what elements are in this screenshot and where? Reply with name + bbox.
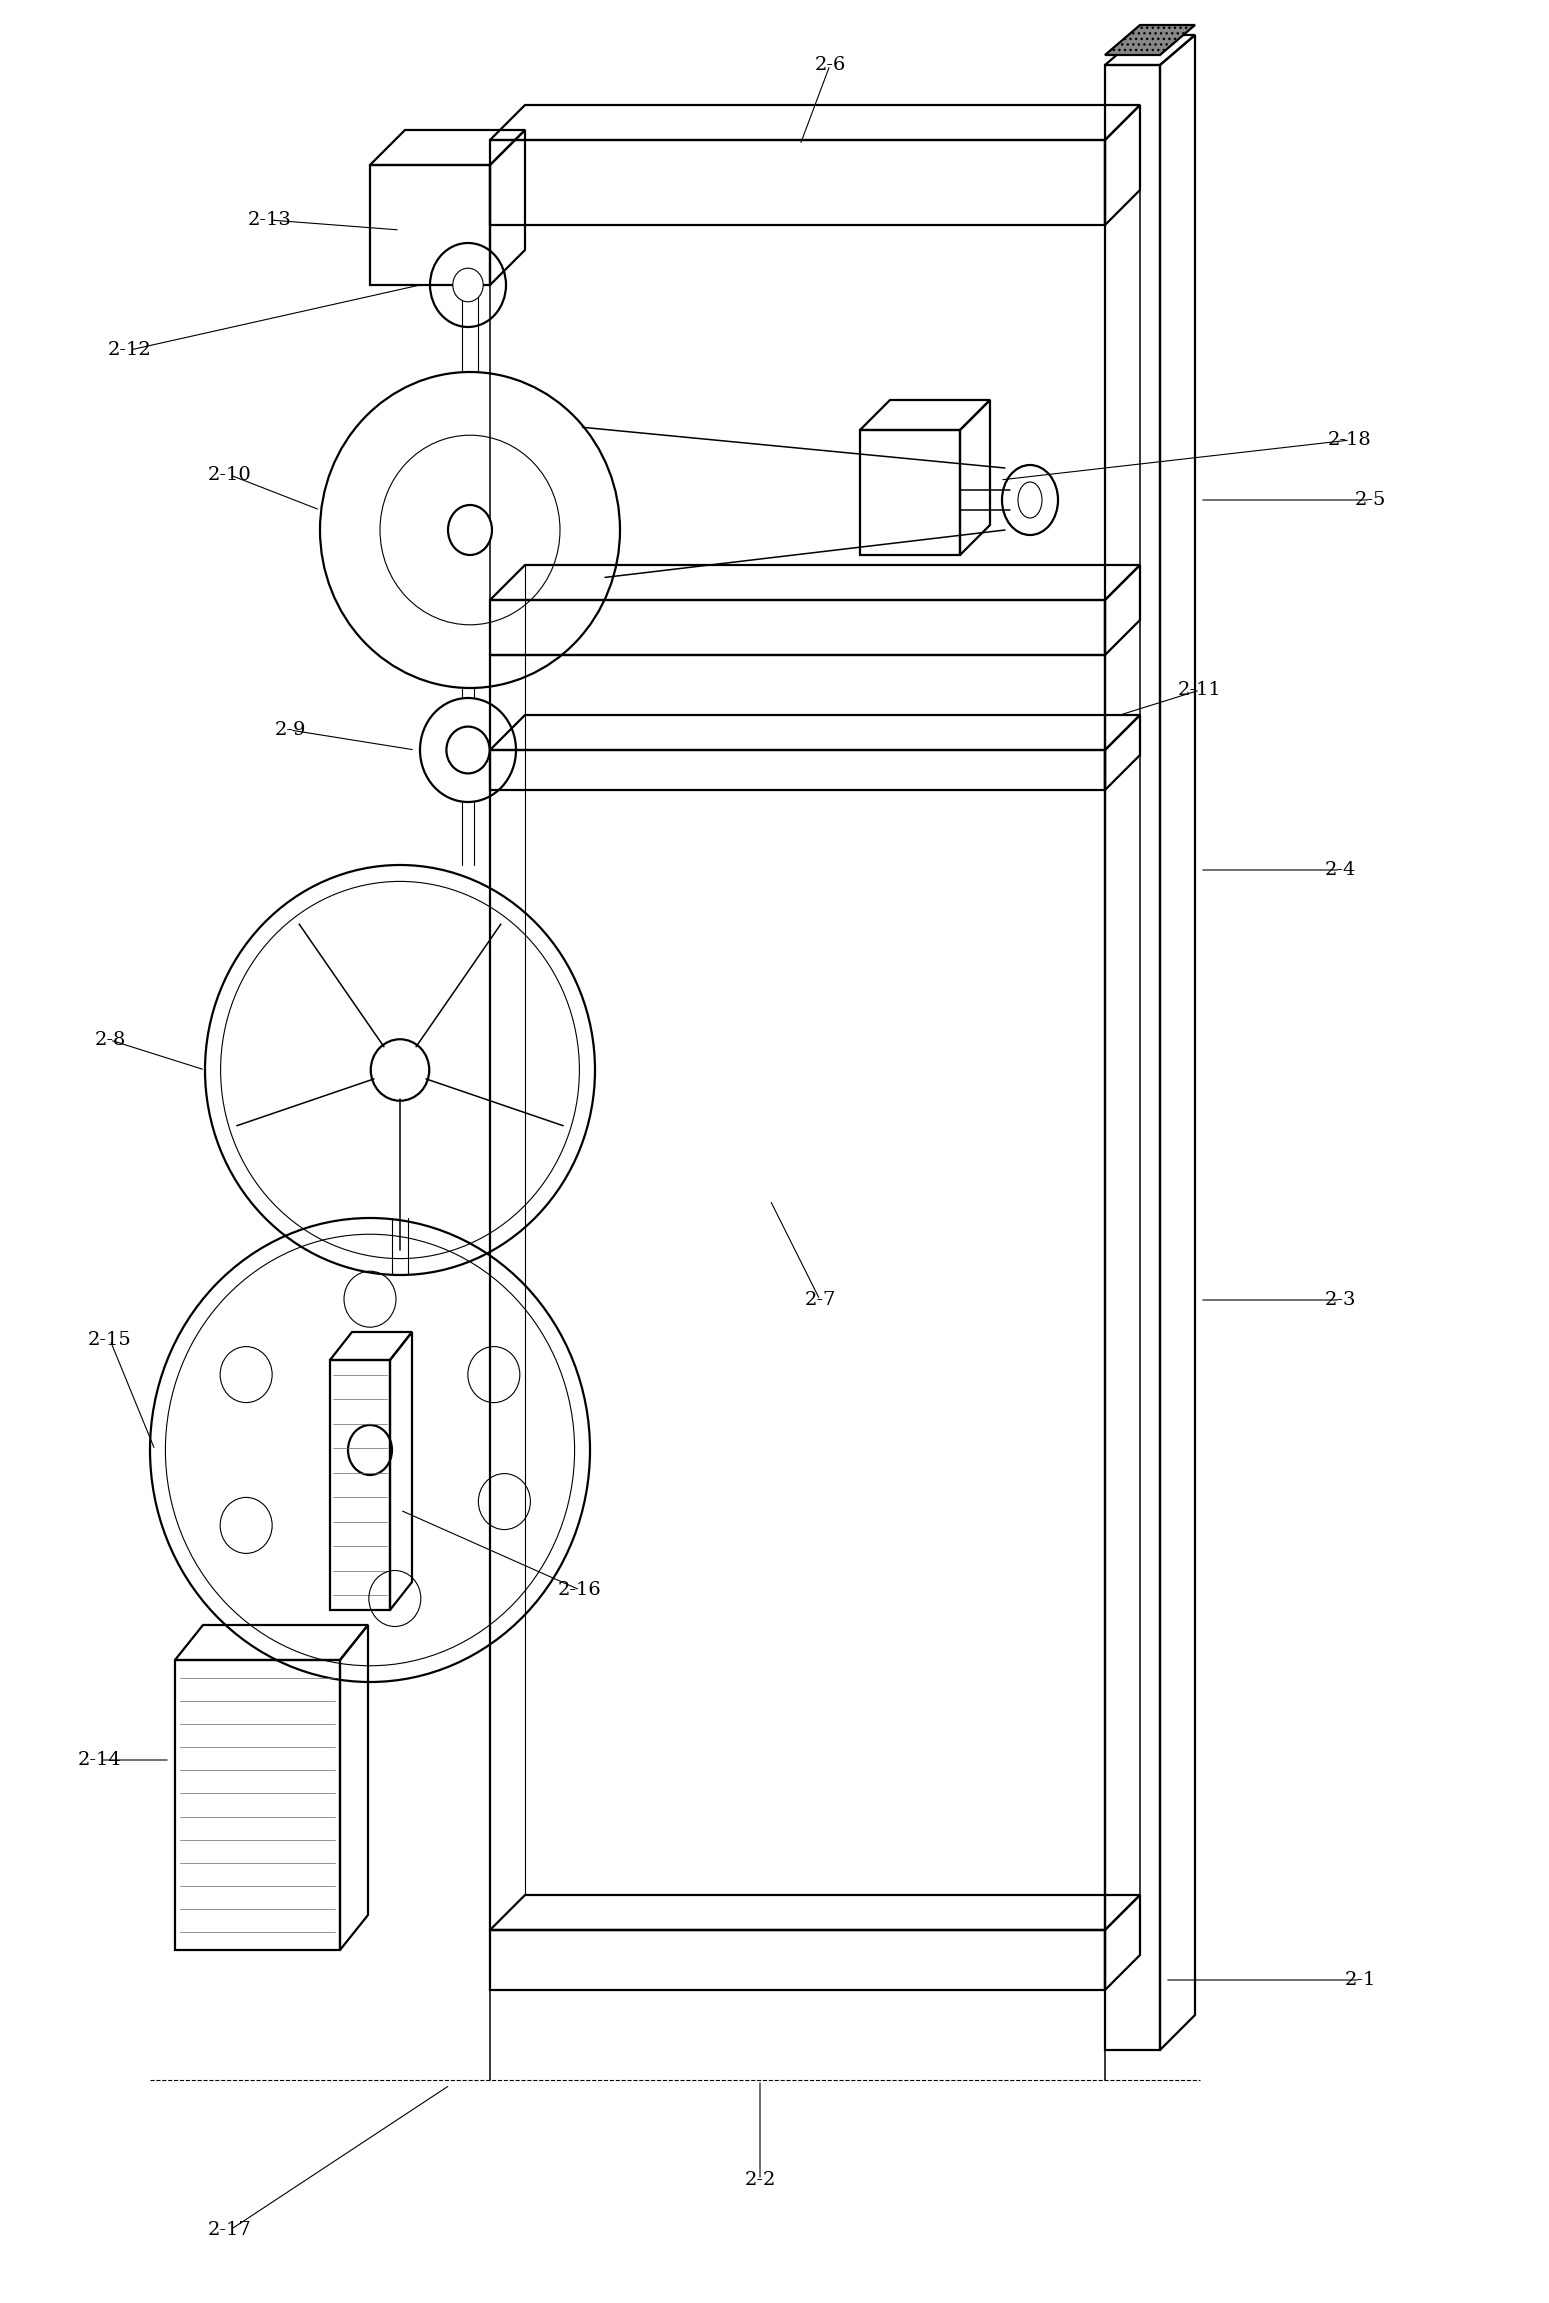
Text: 2-10: 2-10	[208, 465, 252, 484]
Ellipse shape	[1018, 481, 1042, 518]
Text: 2-13: 2-13	[248, 212, 291, 228]
Text: 2-1: 2-1	[1345, 1971, 1376, 1990]
Text: 2-16: 2-16	[558, 1580, 603, 1598]
Text: 2-12: 2-12	[108, 341, 152, 359]
Ellipse shape	[446, 728, 489, 774]
Ellipse shape	[349, 1426, 392, 1474]
Ellipse shape	[448, 504, 493, 555]
Ellipse shape	[452, 267, 483, 302]
Ellipse shape	[370, 1039, 429, 1101]
Text: 2-4: 2-4	[1324, 861, 1355, 880]
Text: 2-15: 2-15	[88, 1331, 132, 1350]
Text: 2-18: 2-18	[1327, 431, 1372, 449]
Text: 2-3: 2-3	[1324, 1292, 1355, 1308]
Text: 2-8: 2-8	[94, 1032, 125, 1048]
Text: 2-17: 2-17	[208, 2220, 252, 2239]
Text: 2-9: 2-9	[274, 721, 305, 739]
Text: 2-11: 2-11	[1179, 682, 1222, 700]
Text: 2-6: 2-6	[815, 55, 846, 74]
Text: 2-14: 2-14	[77, 1750, 122, 1769]
Text: 2-7: 2-7	[804, 1292, 836, 1308]
Text: 2-5: 2-5	[1354, 491, 1386, 509]
Text: 2-2: 2-2	[745, 2172, 776, 2188]
Polygon shape	[1104, 25, 1194, 55]
